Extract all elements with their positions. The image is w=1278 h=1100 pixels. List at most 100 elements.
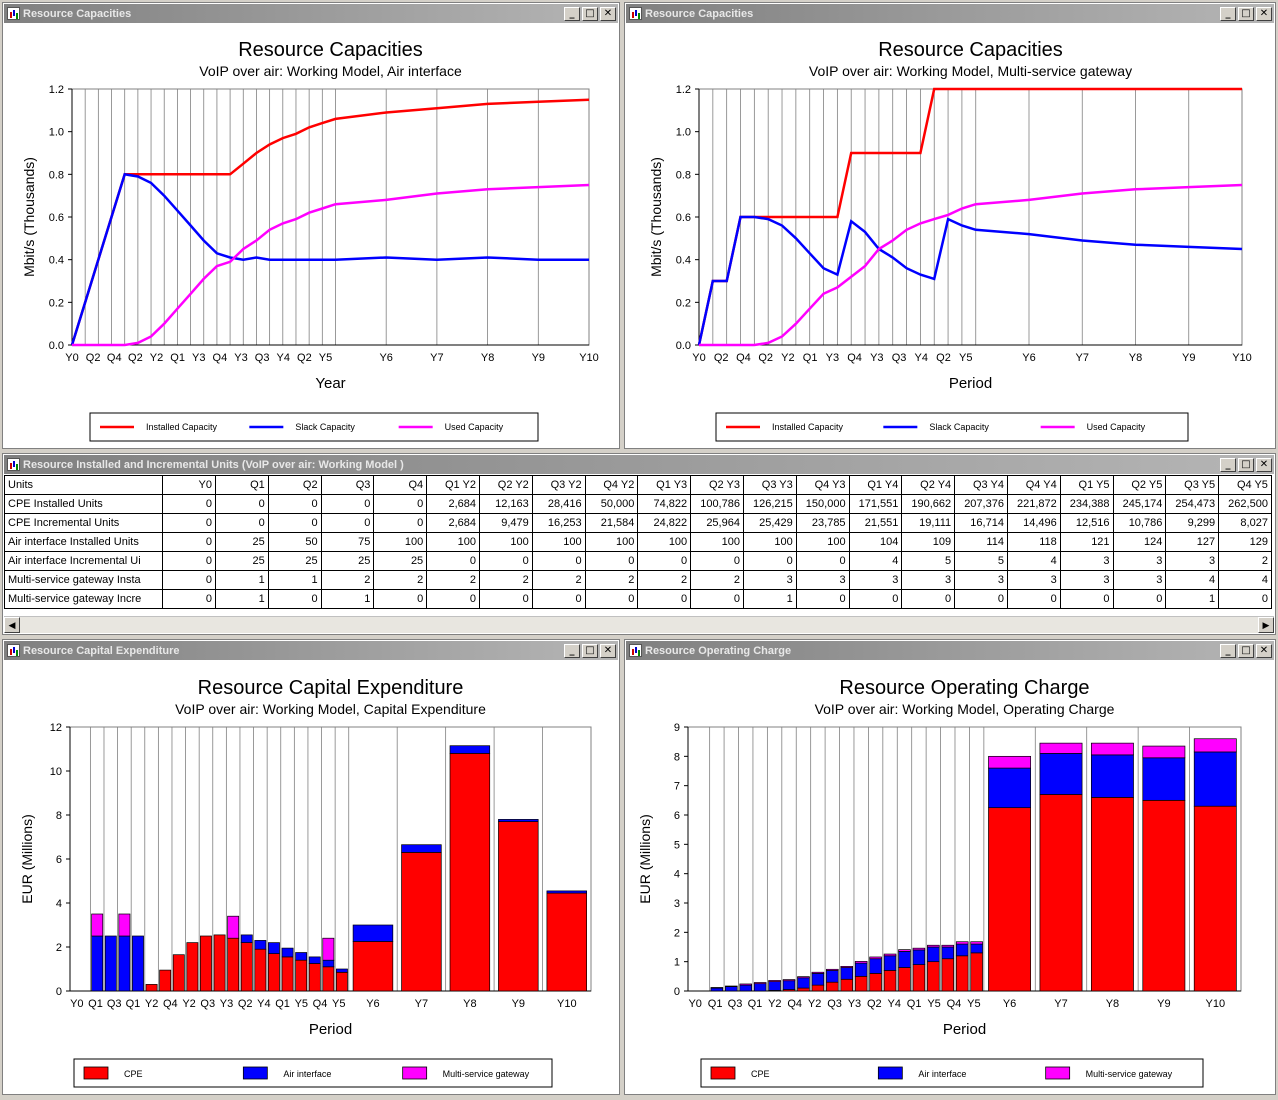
column-header[interactable]: Q1 Y4 — [848, 475, 903, 495]
table-cell[interactable]: 0 — [742, 551, 797, 571]
table-cell[interactable]: 0 — [795, 589, 850, 609]
table-cell[interactable]: 126,215 — [742, 494, 797, 514]
minimize-button[interactable]: _ — [564, 6, 580, 21]
units-grid[interactable]: Units Y0 Q1 Q2 Q3 Q4 Q1 Y2 Q2 Y2 Q3 Y2 Q4 Y2 Q1 Y3… — [4, 475, 1272, 631]
table-cell[interactable]: 0 — [320, 513, 375, 533]
scroll-left-arrow-icon[interactable]: ◀ — [4, 617, 20, 633]
column-header[interactable]: Q4 Y3 — [795, 475, 850, 495]
table-cell[interactable]: 109 — [901, 532, 956, 552]
table-cell[interactable]: 0 — [531, 551, 586, 571]
window-titlebar[interactable]: Resource Capacities _ □ ✕ — [4, 4, 618, 23]
maximize-button[interactable]: □ — [1238, 457, 1254, 472]
column-header[interactable]: Q4 Y2 — [584, 475, 639, 495]
table-cell[interactable]: 21,551 — [848, 513, 903, 533]
table-cell[interactable]: 1 — [320, 589, 375, 609]
table-cell[interactable]: 100 — [742, 532, 797, 552]
column-header[interactable]: Q3 Y4 — [954, 475, 1008, 495]
table-cell[interactable]: 0 — [267, 494, 322, 514]
table-cell[interactable]: 5 — [954, 551, 1008, 571]
table-cell[interactable]: 0 — [584, 589, 639, 609]
table-cell[interactable]: 262,500 — [1218, 494, 1272, 514]
table-cell[interactable]: 21,584 — [584, 513, 639, 533]
table-cell[interactable]: 28,416 — [531, 494, 586, 514]
maximize-button[interactable]: □ — [1238, 643, 1254, 658]
table-cell[interactable]: 10,786 — [1112, 513, 1167, 533]
table-cell[interactable]: 0 — [795, 551, 850, 571]
table-cell[interactable]: 9,479 — [478, 513, 533, 533]
table-cell[interactable]: 2 — [637, 570, 692, 590]
table-cell[interactable]: 25 — [373, 551, 428, 571]
table-cell[interactable]: 1 — [267, 570, 322, 590]
table-cell[interactable]: 121 — [1059, 532, 1114, 552]
minimize-button[interactable]: _ — [1220, 643, 1236, 658]
table-cell[interactable]: 0 — [215, 513, 269, 533]
table-cell[interactable]: 3 — [1165, 551, 1220, 571]
table-cell[interactable]: 2 — [373, 570, 428, 590]
table-cell[interactable]: 150,000 — [795, 494, 850, 514]
maximize-button[interactable]: □ — [1238, 6, 1254, 21]
table-cell[interactable]: 0 — [162, 551, 216, 571]
column-header[interactable]: Q4 Y5 — [1218, 475, 1272, 495]
table-cell[interactable]: 0 — [637, 589, 692, 609]
table-cell[interactable]: 245,174 — [1112, 494, 1167, 514]
minimize-button[interactable]: _ — [564, 643, 580, 658]
table-cell[interactable]: 0 — [1006, 589, 1061, 609]
table-cell[interactable]: 4 — [1006, 551, 1061, 571]
table-cell[interactable]: 4 — [1165, 570, 1220, 590]
table-cell[interactable]: 0 — [584, 551, 639, 571]
table-cell[interactable]: 254,473 — [1165, 494, 1220, 514]
table-cell[interactable]: 0 — [373, 513, 428, 533]
table-cell[interactable]: 0 — [478, 551, 533, 571]
table-cell[interactable]: 100 — [426, 532, 480, 552]
window-titlebar[interactable]: Resource Capital Expenditure _ □ ✕ — [4, 641, 618, 660]
window-titlebar[interactable]: Resource Capacities _ □ ✕ — [626, 4, 1274, 23]
table-cell[interactable]: 0 — [162, 589, 216, 609]
table-cell[interactable]: 129 — [1218, 532, 1272, 552]
table-cell[interactable]: 190,662 — [901, 494, 956, 514]
table-cell[interactable]: 0 — [426, 589, 480, 609]
table-cell[interactable]: 3 — [1059, 570, 1114, 590]
table-cell[interactable]: 2 — [531, 570, 586, 590]
column-header[interactable]: Q1 — [215, 475, 269, 495]
column-header[interactable]: Q3 Y2 — [531, 475, 586, 495]
table-cell[interactable]: 1 — [215, 589, 269, 609]
column-header[interactable]: Q2 — [267, 475, 322, 495]
column-header[interactable]: Q3 Y3 — [742, 475, 797, 495]
table-cell[interactable]: 0 — [426, 551, 480, 571]
table-cell[interactable]: 4 — [848, 551, 903, 571]
close-button[interactable]: ✕ — [600, 643, 616, 658]
table-cell[interactable]: 0 — [637, 551, 692, 571]
table-cell[interactable]: 0 — [901, 589, 956, 609]
table-cell[interactable]: 2 — [1218, 551, 1272, 571]
column-header[interactable]: Q1 Y2 — [426, 475, 480, 495]
table-cell[interactable]: 124 — [1112, 532, 1167, 552]
column-header[interactable]: Y0 — [162, 475, 216, 495]
column-header[interactable]: Q2 Y2 — [478, 475, 533, 495]
table-cell[interactable]: 0 — [690, 551, 744, 571]
table-cell[interactable]: 25 — [215, 532, 269, 552]
table-cell[interactable]: 50 — [267, 532, 322, 552]
table-cell[interactable]: 25 — [320, 551, 375, 571]
table-cell[interactable]: 25 — [267, 551, 322, 571]
table-cell[interactable]: 221,872 — [1006, 494, 1061, 514]
table-cell[interactable]: 2 — [320, 570, 375, 590]
table-cell[interactable]: 0 — [478, 589, 533, 609]
column-header[interactable]: Q2 Y4 — [901, 475, 956, 495]
table-cell[interactable]: 0 — [954, 589, 1008, 609]
table-cell[interactable]: 74,822 — [637, 494, 692, 514]
table-cell[interactable]: 100 — [531, 532, 586, 552]
table-cell[interactable]: 1 — [215, 570, 269, 590]
table-cell[interactable]: 207,376 — [954, 494, 1008, 514]
table-cell[interactable]: 234,388 — [1059, 494, 1114, 514]
minimize-button[interactable]: _ — [1220, 457, 1236, 472]
column-header[interactable]: Q2 Y5 — [1112, 475, 1167, 495]
column-header[interactable]: Q2 Y3 — [690, 475, 744, 495]
table-cell[interactable]: 3 — [1112, 551, 1167, 571]
table-cell[interactable]: 3 — [1112, 570, 1167, 590]
table-cell[interactable]: 3 — [795, 570, 850, 590]
window-titlebar[interactable]: Resource Installed and Incremental Units… — [4, 455, 1274, 474]
row-label[interactable]: CPE Installed Units — [4, 494, 163, 514]
close-button[interactable]: ✕ — [600, 6, 616, 21]
table-cell[interactable]: 0 — [1112, 589, 1167, 609]
table-cell[interactable]: 100 — [373, 532, 428, 552]
